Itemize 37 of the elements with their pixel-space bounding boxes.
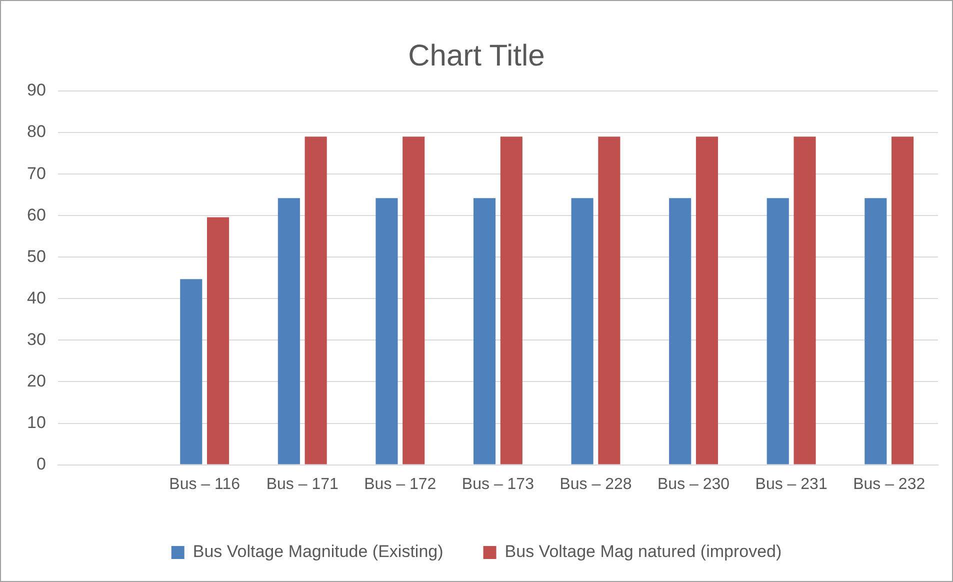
y-tick-label: 0 (36, 454, 46, 474)
bar (473, 198, 496, 464)
y-tick-label: 60 (26, 205, 46, 224)
bar (766, 198, 789, 464)
bar (402, 136, 425, 464)
x-tick-label: Bus – 171 (266, 476, 339, 493)
bar (696, 136, 718, 464)
bar (669, 198, 692, 464)
bar (794, 136, 816, 464)
bar (278, 198, 300, 464)
legend-label: Bus Voltage Mag natured (improved) (504, 542, 782, 562)
y-tick-label: 20 (26, 371, 46, 390)
bar (864, 198, 887, 464)
bar (598, 136, 620, 464)
bar (304, 136, 327, 464)
y-tick-label: 70 (26, 164, 46, 183)
x-tick-label: Bus – 230 (658, 476, 730, 493)
y-tick-label: 90 (26, 80, 46, 100)
x-tick-label: Bus – 228 (560, 476, 632, 493)
y-tick-label: 10 (26, 412, 46, 432)
bar (376, 198, 398, 464)
legend-label: Bus Voltage Magnitude (Existing) (192, 542, 444, 562)
y-tick-label: 30 (26, 330, 46, 349)
bar (500, 136, 522, 464)
x-tick-label: Bus – 232 (853, 476, 926, 493)
chart-title: Chart Title (408, 39, 545, 72)
bar (207, 217, 230, 464)
bar (571, 198, 594, 464)
bar (180, 279, 202, 464)
y-tick-label: 40 (26, 288, 46, 308)
x-tick-label: Bus – 231 (755, 476, 828, 493)
y-tick-label: 80 (26, 122, 46, 142)
x-tick-label: Bus – 172 (364, 476, 436, 493)
y-tick-label: 50 (26, 246, 46, 266)
x-tick-label: Bus – 116 (169, 476, 240, 493)
x-tick-label: Bus – 173 (462, 476, 534, 493)
bar (892, 136, 914, 464)
